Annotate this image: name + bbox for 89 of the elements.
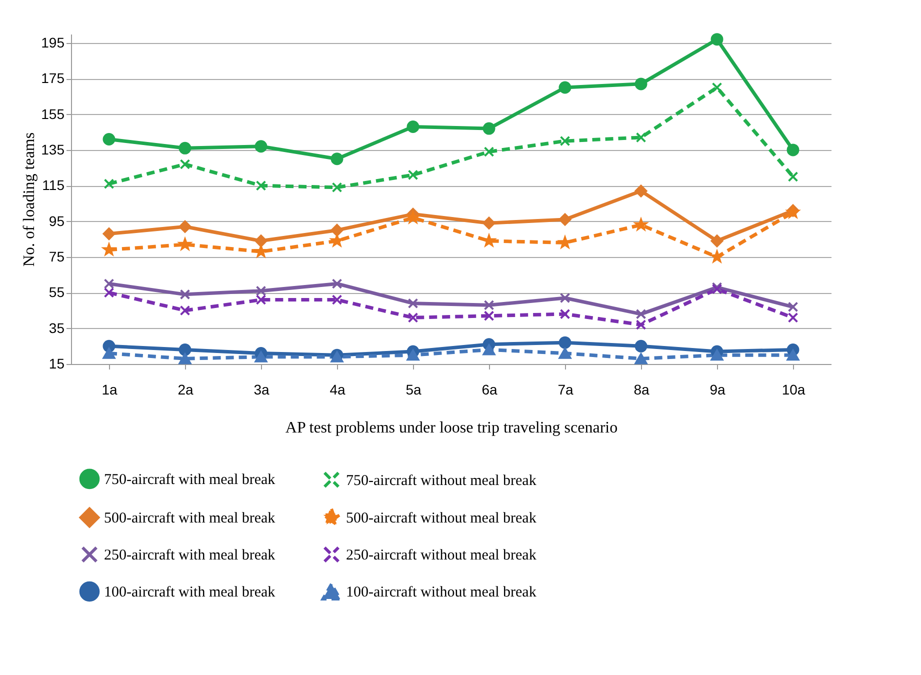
point bbox=[178, 353, 192, 364]
legend-label: 100-aircraft with meal break bbox=[104, 584, 276, 600]
point bbox=[484, 146, 494, 157]
point bbox=[788, 302, 798, 312]
point bbox=[560, 292, 570, 304]
legend-label: 250-aircraft without meal break bbox=[346, 548, 537, 564]
point bbox=[104, 178, 114, 190]
x-tick-label: 1a bbox=[102, 382, 118, 398]
point bbox=[788, 172, 798, 182]
y-tick-label: 95 bbox=[48, 212, 65, 229]
point bbox=[254, 234, 268, 248]
legend-label: 500-aircraft without meal break bbox=[346, 510, 537, 526]
legend-label: 250-aircraft with meal break bbox=[104, 548, 276, 564]
point bbox=[178, 220, 192, 233]
point bbox=[634, 353, 648, 364]
y-tick-label: 195 bbox=[41, 34, 65, 50]
y-tick-label: 55 bbox=[48, 284, 65, 300]
point bbox=[484, 300, 494, 310]
x-tick-label: 5a bbox=[406, 382, 422, 398]
point bbox=[330, 351, 344, 362]
y-tick-label: 135 bbox=[41, 141, 65, 158]
legend-label: 750-aircraft with meal break bbox=[104, 472, 276, 488]
point bbox=[104, 287, 114, 298]
point bbox=[408, 298, 418, 309]
point bbox=[484, 310, 494, 322]
point bbox=[636, 308, 646, 320]
point bbox=[256, 180, 266, 191]
point bbox=[786, 144, 800, 156]
point bbox=[408, 312, 418, 323]
point bbox=[330, 224, 344, 236]
x-tick-label: 10a bbox=[782, 382, 806, 398]
point bbox=[482, 122, 496, 135]
y-tick-label: 35 bbox=[48, 320, 65, 336]
point bbox=[482, 216, 496, 230]
point bbox=[180, 305, 190, 316]
point bbox=[180, 289, 190, 300]
x-tick-label: 7a bbox=[558, 382, 574, 398]
point bbox=[332, 182, 342, 193]
y-tick-label: 155 bbox=[41, 106, 65, 122]
point bbox=[558, 81, 572, 94]
y-axis-title: No. of loading teams bbox=[21, 132, 38, 267]
point bbox=[636, 320, 646, 330]
point bbox=[712, 82, 722, 93]
point bbox=[102, 348, 116, 359]
point bbox=[406, 120, 420, 133]
point bbox=[102, 133, 116, 146]
point bbox=[634, 78, 648, 90]
point bbox=[788, 312, 798, 323]
y-tick-label: 15 bbox=[48, 356, 65, 372]
point bbox=[560, 136, 570, 146]
point bbox=[634, 340, 648, 352]
point bbox=[482, 344, 496, 356]
x-tick-label: 3a bbox=[254, 382, 270, 398]
point bbox=[180, 159, 190, 170]
x-tick-label: 8a bbox=[634, 382, 650, 398]
point bbox=[254, 351, 268, 362]
y-tick-label: 75 bbox=[48, 248, 65, 264]
x-tick-label: 4a bbox=[330, 382, 346, 398]
point bbox=[256, 294, 266, 305]
point bbox=[710, 350, 724, 361]
x-axis-title: AP test problems under loose trip traveling scenario bbox=[285, 420, 618, 436]
point bbox=[636, 132, 646, 143]
point bbox=[558, 348, 572, 359]
point bbox=[634, 184, 648, 198]
point bbox=[178, 343, 192, 356]
x-tick-label: 2a bbox=[178, 382, 194, 398]
point bbox=[178, 142, 192, 154]
point bbox=[558, 213, 572, 226]
point bbox=[560, 308, 570, 320]
point bbox=[332, 278, 342, 289]
point bbox=[254, 140, 268, 153]
y-tick-label: 115 bbox=[42, 177, 65, 194]
point bbox=[786, 350, 800, 361]
point bbox=[408, 170, 418, 180]
point bbox=[406, 350, 420, 361]
point bbox=[710, 234, 724, 248]
point bbox=[102, 228, 116, 240]
point bbox=[558, 336, 572, 349]
point bbox=[104, 278, 114, 289]
point bbox=[710, 33, 724, 46]
x-tick-label: 9a bbox=[710, 382, 726, 398]
x-tick-label: 6a bbox=[482, 382, 498, 398]
y-tick-label: 175 bbox=[41, 70, 65, 86]
point bbox=[330, 152, 344, 166]
legend-label: 500-aircraft with meal break bbox=[104, 510, 276, 526]
point bbox=[332, 294, 342, 305]
legend-label: 750-aircraft without meal break bbox=[346, 472, 537, 489]
legend-label: 100-aircraft without meal break bbox=[346, 584, 537, 600]
point bbox=[256, 286, 266, 296]
